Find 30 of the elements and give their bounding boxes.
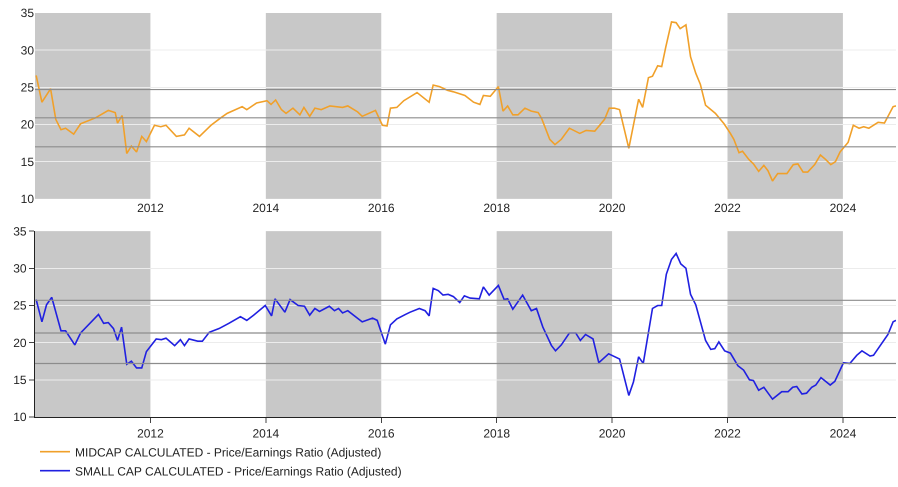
y-tick-label: 20 (20, 118, 34, 132)
x-tick-label: 2012 (137, 426, 164, 440)
x-tick-label: 2018 (483, 426, 510, 440)
x-tick-label: 2024 (830, 426, 857, 440)
x-tick-label: 2020 (598, 200, 626, 215)
x-tick-label: 2018 (483, 200, 510, 215)
line-series (35, 21, 896, 182)
y-tick-label: 30 (13, 262, 27, 276)
x-tick-label: 2024 (830, 200, 857, 215)
x-tick-label: 2016 (368, 200, 395, 215)
x-tick-label: 2014 (252, 200, 280, 215)
y-tick-label: 15 (20, 154, 34, 169)
y-tick-label: 10 (20, 192, 34, 206)
y-tick-label: 15 (13, 373, 27, 388)
y-tick-label: 35 (13, 224, 27, 238)
x-tick-label: 2020 (598, 426, 626, 440)
legend-label: MIDCAP CALCULATED - Price/Earnings Ratio (Adjusted) (75, 445, 382, 460)
y-tick-label: 35 (20, 6, 34, 20)
y-tick-label: 25 (13, 298, 27, 313)
y-tick-label: 20 (13, 336, 27, 350)
x-tick-label: 2022 (714, 426, 742, 440)
y-tick-label: 10 (13, 410, 27, 424)
x-tick-label: 2014 (252, 426, 280, 440)
line-series (35, 252, 896, 400)
x-tick-label: 2012 (137, 200, 164, 215)
y-tick-label: 30 (20, 43, 34, 58)
x-tick-label: 2016 (368, 426, 395, 440)
legend-label: SMALL CAP CALCULATED - Price/Earnings Ratio (Adjusted) (75, 464, 402, 478)
x-tick-label: 2022 (714, 200, 742, 215)
y-tick-label: 25 (20, 80, 34, 95)
